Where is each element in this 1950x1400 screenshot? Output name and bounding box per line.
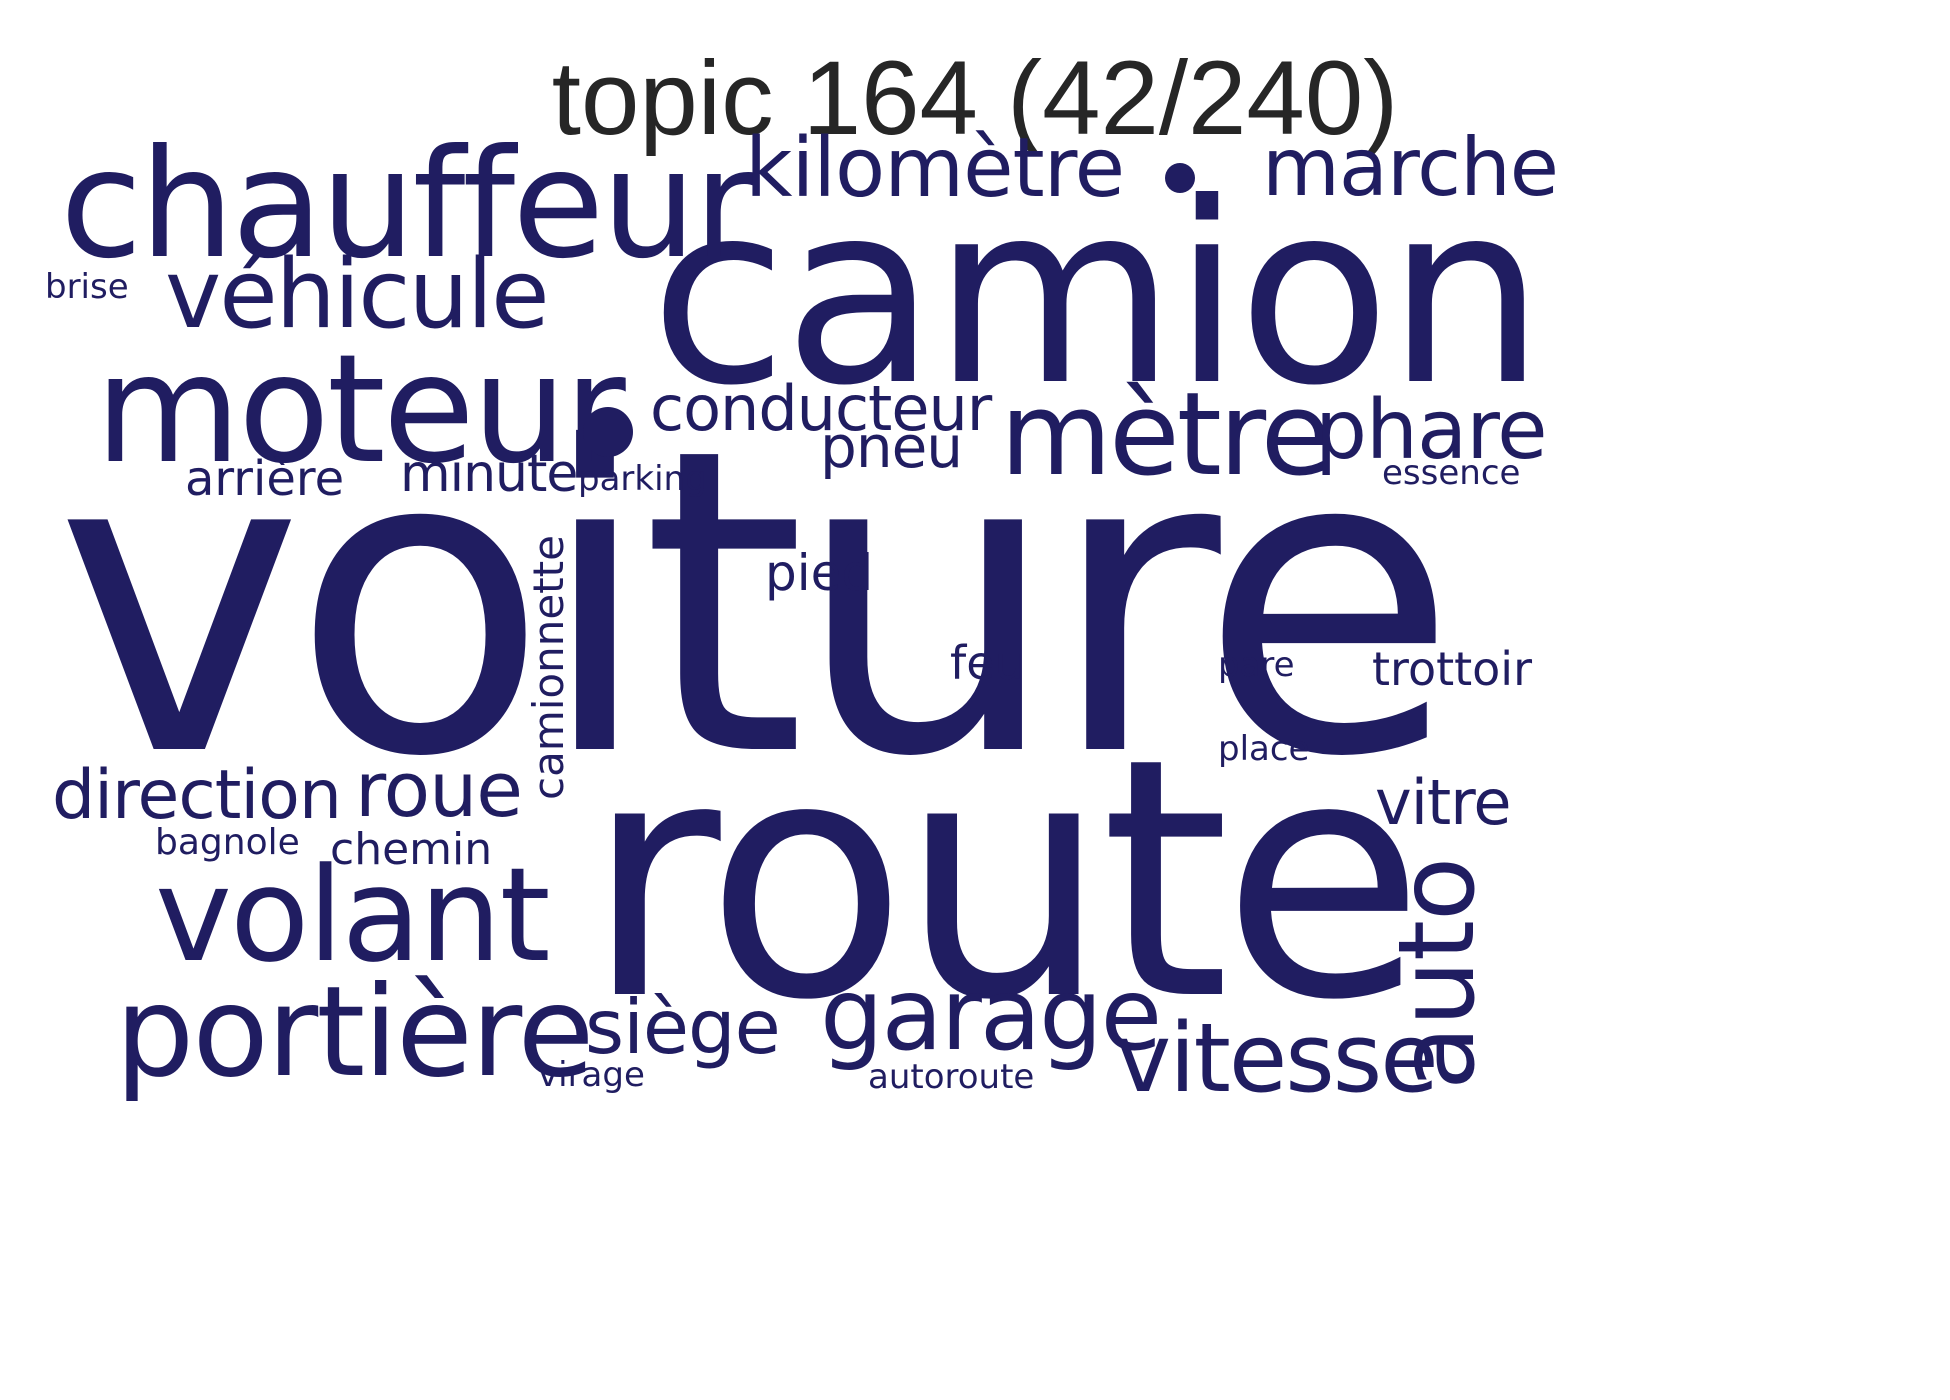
- dot-mark-small: [1165, 163, 1195, 193]
- word-route: route: [585, 688, 1425, 1072]
- word-garage: garage: [820, 956, 1162, 1073]
- word-minute: minute: [400, 444, 578, 504]
- word-vitesse: vitesse: [1115, 1004, 1439, 1114]
- word-kilometre: kilomètre: [745, 121, 1125, 216]
- word-place: place: [1218, 729, 1310, 769]
- word-phare: phare: [1315, 383, 1548, 478]
- word-parking: parking: [578, 459, 707, 499]
- word-camion: camion: [650, 149, 1545, 440]
- word-pied: pied: [765, 544, 874, 602]
- word-metre: mètre: [1000, 368, 1331, 502]
- word-direction: direction: [52, 756, 342, 835]
- word-chauffeur: chauffeur: [60, 118, 755, 292]
- word-vehicule: véhicule: [165, 240, 550, 350]
- word-autoroute: autoroute: [868, 1057, 1035, 1097]
- word-chemin: chemin: [330, 824, 493, 875]
- word-brise: brise: [45, 267, 129, 307]
- word-camionnette: camionnette: [524, 535, 573, 800]
- word-feu: feu: [950, 636, 1024, 690]
- dot-mark-large: [583, 407, 633, 457]
- word-pare: pare: [1218, 645, 1295, 685]
- word-roue: roue: [355, 745, 523, 834]
- word-siege: siège: [585, 983, 781, 1071]
- word-virage: virage: [538, 1055, 645, 1095]
- chart-title: topic 164 (42/240): [551, 40, 1399, 157]
- word-moteur: moteur: [95, 323, 626, 497]
- word-voiture: voiture: [55, 360, 1458, 849]
- word-pneu: pneu: [820, 413, 963, 481]
- word-portiere: portière: [115, 960, 594, 1105]
- word-essence: essence: [1382, 453, 1521, 493]
- word-bagnole: bagnole: [155, 822, 300, 863]
- word-marche: marche: [1262, 121, 1559, 214]
- word-auto: auto: [1376, 857, 1498, 1090]
- word-conducteur: conducteur: [650, 372, 992, 445]
- word-arriere: arrière: [185, 451, 345, 507]
- word-vitre: vitre: [1375, 766, 1511, 839]
- word-trottoir: trottoir: [1372, 642, 1532, 696]
- word-volant: volant: [155, 839, 551, 991]
